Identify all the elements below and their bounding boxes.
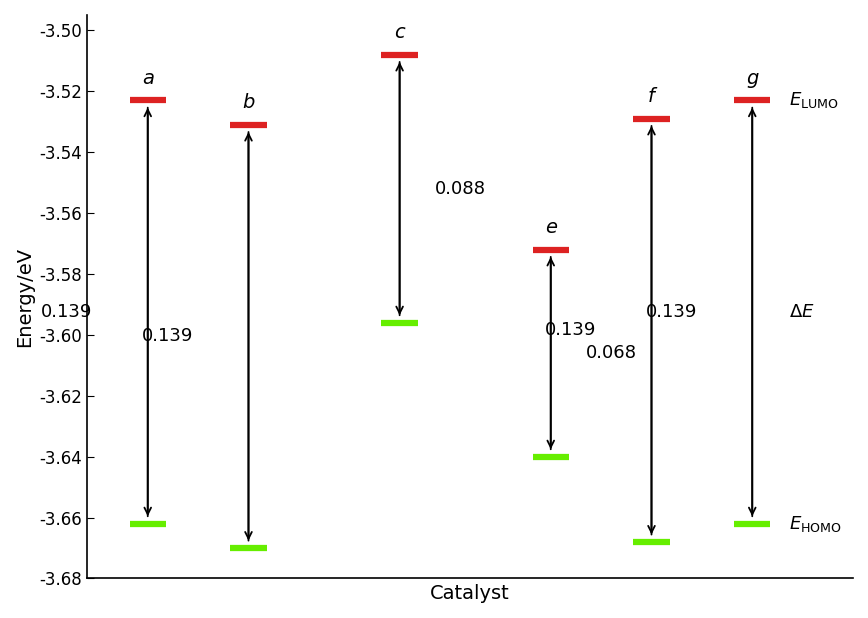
Text: $E_{\mathrm{LUMO}}$: $E_{\mathrm{LUMO}}$ xyxy=(788,90,838,110)
Text: c: c xyxy=(394,23,405,43)
X-axis label: Catalyst: Catalyst xyxy=(431,584,510,603)
Text: 0.139: 0.139 xyxy=(646,303,697,321)
Text: $\Delta E$: $\Delta E$ xyxy=(788,303,814,321)
Text: e: e xyxy=(545,218,556,237)
Text: 0.088: 0.088 xyxy=(435,180,486,198)
Text: f: f xyxy=(648,87,655,106)
Text: 0.068: 0.068 xyxy=(586,344,637,362)
Text: g: g xyxy=(746,69,759,88)
Text: $E_{\mathrm{HOMO}}$: $E_{\mathrm{HOMO}}$ xyxy=(788,514,841,533)
Text: 0.139: 0.139 xyxy=(141,328,193,345)
Y-axis label: Energy/eV: Energy/eV xyxy=(15,247,34,347)
Text: b: b xyxy=(242,93,254,112)
Text: 0.139: 0.139 xyxy=(545,321,596,339)
Text: a: a xyxy=(141,69,154,88)
Text: 0.139: 0.139 xyxy=(41,303,92,321)
